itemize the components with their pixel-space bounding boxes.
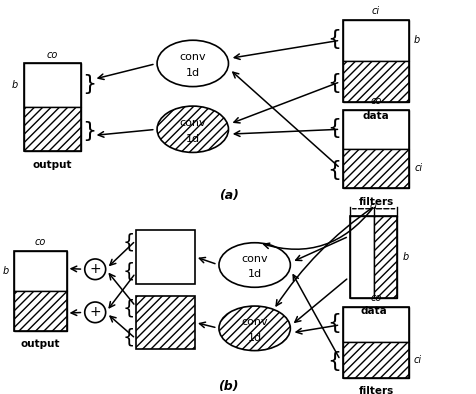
Text: (a): (a) (218, 190, 238, 203)
Circle shape (85, 259, 106, 280)
Text: }: } (82, 121, 96, 141)
Text: {: { (122, 327, 135, 347)
Text: {: { (327, 313, 342, 333)
Text: {: { (122, 298, 135, 318)
Bar (24, 63, 81, 107)
Text: {: { (122, 233, 135, 252)
Text: {: { (327, 118, 342, 138)
Text: {: { (327, 29, 342, 48)
Bar (14, 251, 67, 331)
Bar (343, 110, 409, 188)
Text: 1d: 1d (186, 68, 200, 78)
Bar (136, 296, 195, 349)
Bar (343, 20, 409, 102)
Text: {: { (122, 262, 135, 281)
Text: 1d: 1d (186, 134, 200, 144)
Text: filters: filters (358, 386, 394, 394)
Text: co: co (370, 96, 382, 106)
Text: ci: ci (413, 355, 421, 365)
Text: ci: ci (414, 163, 422, 173)
Text: data: data (360, 306, 387, 316)
Text: b: b (12, 80, 18, 90)
Text: filters: filters (358, 197, 394, 206)
Text: output: output (21, 339, 60, 349)
Text: b: b (402, 252, 408, 262)
Bar (14, 291, 67, 331)
Text: {: { (327, 73, 342, 93)
Ellipse shape (219, 243, 290, 287)
Text: conv: conv (241, 317, 268, 327)
Text: {: { (327, 160, 342, 180)
Bar (24, 107, 81, 151)
Text: data: data (363, 111, 389, 121)
Ellipse shape (219, 306, 290, 351)
Text: co: co (47, 50, 58, 59)
Bar (24, 63, 81, 151)
Text: conv: conv (241, 254, 268, 264)
Bar (350, 216, 397, 298)
Text: {: { (327, 351, 342, 372)
Bar (343, 61, 409, 102)
Bar (343, 307, 409, 377)
Text: b: b (2, 266, 9, 276)
Bar (136, 230, 195, 284)
Text: +: + (89, 305, 101, 320)
Text: output: output (33, 160, 72, 170)
Bar (374, 216, 397, 298)
Bar (350, 216, 374, 298)
Text: 1d: 1d (248, 269, 262, 279)
Text: co: co (35, 237, 46, 247)
Ellipse shape (157, 40, 228, 87)
Text: conv: conv (179, 52, 206, 62)
Text: co: co (370, 294, 382, 303)
Text: (b): (b) (218, 379, 239, 392)
Circle shape (85, 302, 106, 323)
Bar (343, 110, 409, 149)
Bar (343, 149, 409, 188)
Text: +: + (89, 262, 101, 276)
Text: 1d: 1d (248, 333, 262, 343)
Text: ci: ci (369, 201, 378, 211)
Ellipse shape (157, 106, 228, 152)
Bar (343, 342, 409, 377)
Bar (343, 307, 409, 342)
Bar (343, 20, 409, 61)
Text: conv: conv (179, 118, 206, 128)
Bar (14, 251, 67, 291)
Text: ci: ci (372, 6, 380, 16)
Text: b: b (414, 35, 420, 45)
Text: }: } (82, 74, 96, 94)
